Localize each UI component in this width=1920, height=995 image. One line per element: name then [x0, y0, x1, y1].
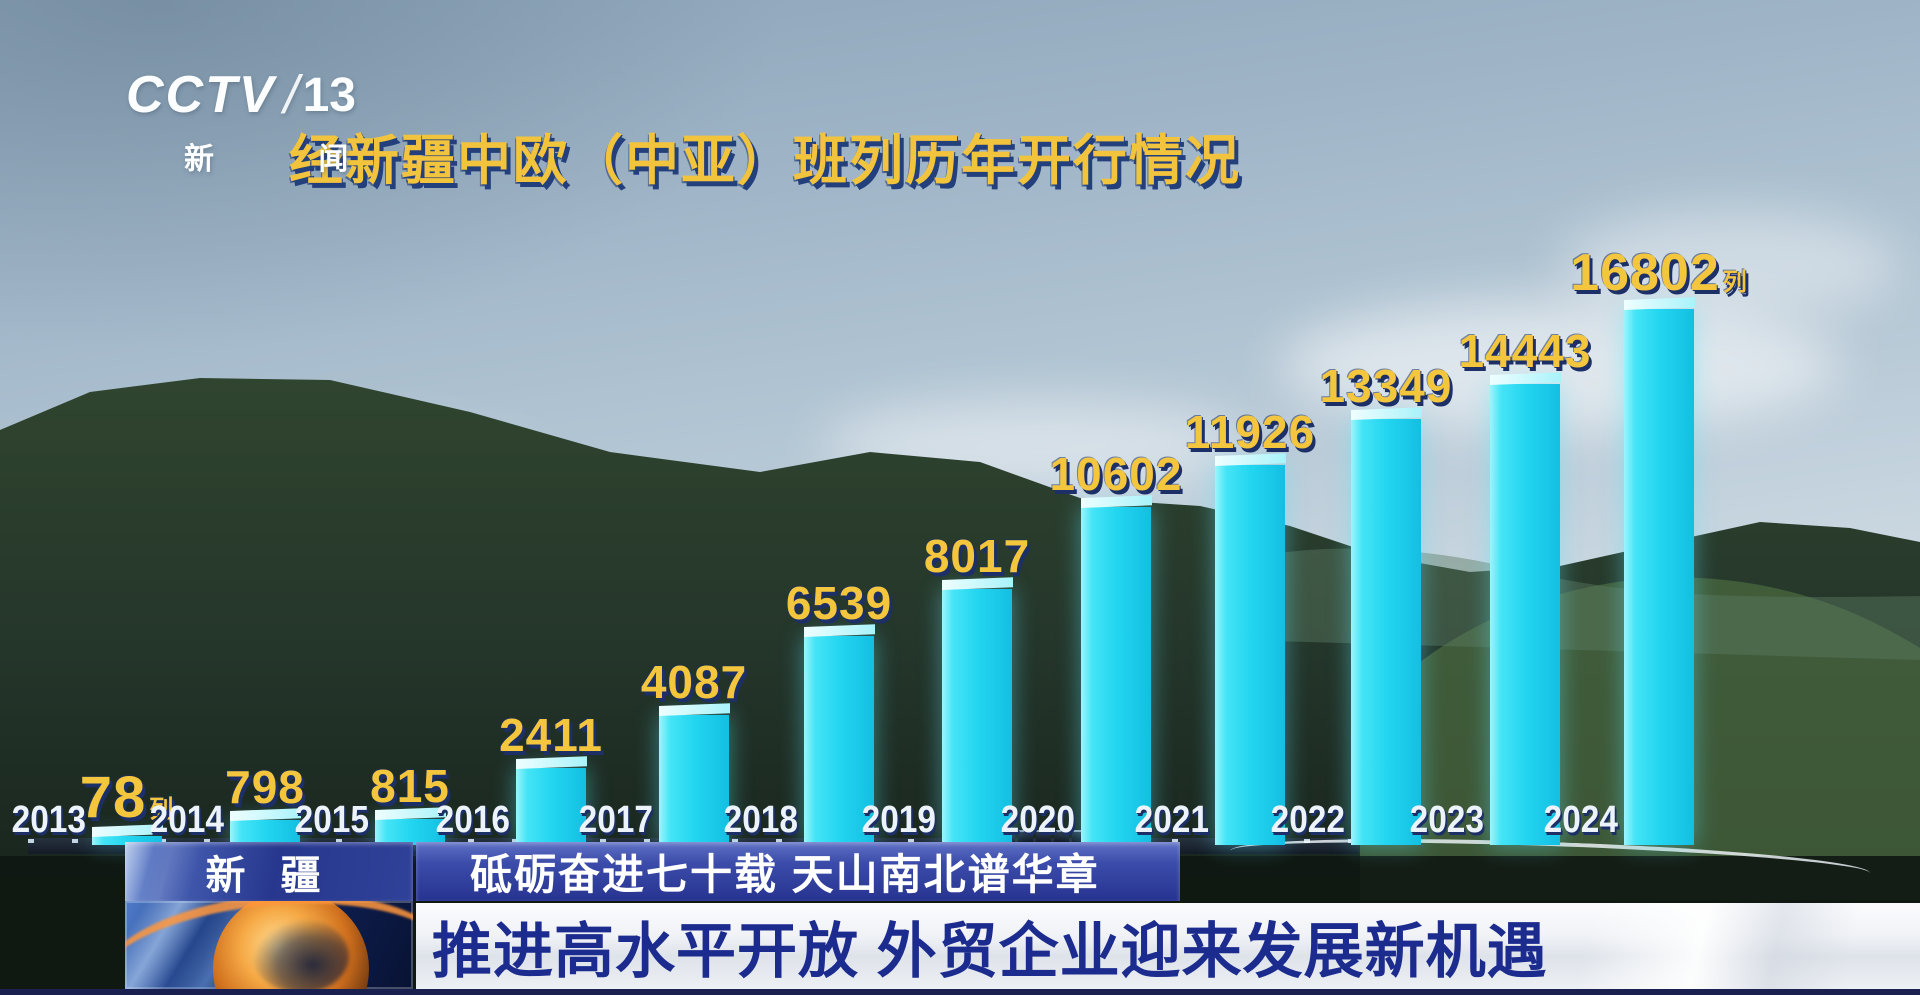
- channel-number: 13: [302, 68, 356, 122]
- bar-value-label: 14443: [1458, 325, 1592, 377]
- bar-value-label: 8017: [923, 530, 1031, 582]
- channel-logo-text: CCTV: [126, 66, 276, 124]
- bar-value-label: 815: [370, 760, 450, 812]
- chart-title: 经新疆中欧（中亚）班列历年开行情况: [289, 131, 1241, 191]
- bar-2022: [1351, 419, 1421, 845]
- bar-2018: [804, 636, 874, 845]
- bar-2015: [375, 819, 445, 845]
- bar-value-label: 10602: [1049, 448, 1183, 500]
- channel-logo-slash: /: [283, 65, 299, 125]
- year-label-2023: 2023: [1409, 799, 1484, 841]
- year-label-2021: 2021: [1134, 799, 1209, 841]
- series-title-strip: 砥砺奋进七十载 天山南北谱华章: [416, 842, 1180, 901]
- globe-graphic: [125, 901, 413, 989]
- series-title-label: 砥砺奋进七十载 天山南北谱华章: [470, 851, 1100, 898]
- bar-2017: [659, 715, 729, 845]
- year-label-2017: 2017: [578, 799, 653, 841]
- bar-value-label: 13349: [1319, 360, 1453, 412]
- bottom-edge-strip: [0, 989, 1920, 995]
- bar-2020: [1081, 507, 1151, 845]
- bar-2024: [1624, 309, 1694, 845]
- bar-value-label: 6539: [785, 577, 893, 629]
- bar-2014: [230, 820, 300, 845]
- bar-2023: [1490, 384, 1560, 845]
- year-label-2019: 2019: [861, 799, 936, 841]
- headline-text: 推进高水平开放 外贸企业迎来发展新机遇: [432, 917, 1548, 985]
- globe-continents: [253, 919, 349, 989]
- bar-2016: [516, 768, 586, 845]
- year-label-2016: 2016: [435, 799, 510, 841]
- year-label-2020: 2020: [1000, 799, 1075, 841]
- bar-2021: [1215, 465, 1285, 845]
- cloud-graphic: [1560, 210, 1900, 320]
- bar-2019: [942, 589, 1012, 845]
- bar-value-label: 798: [225, 761, 305, 813]
- year-label-2024: 2024: [1543, 799, 1618, 841]
- year-label-2018: 2018: [723, 799, 798, 841]
- bar-value-label: 4087: [640, 656, 748, 708]
- year-label-2015: 2015: [294, 799, 369, 841]
- channel-logo: CCTV / 13 新 闻: [126, 64, 396, 178]
- bar-value-label: 2411: [499, 709, 603, 761]
- bar-2013: [92, 836, 162, 845]
- year-label-2014: 2014: [149, 799, 224, 841]
- year-label-2013: 2013: [11, 799, 86, 841]
- region-badge-label: 新 疆: [205, 853, 333, 898]
- headline-bar: 推进高水平开放 外贸企业迎来发展新机遇: [416, 903, 1920, 989]
- bar-value-label: 78 列: [79, 765, 175, 830]
- bar-value-label: 16802 列: [1570, 244, 1748, 302]
- unit-suffix: 列: [149, 796, 175, 823]
- unit-suffix: 列: [1722, 269, 1748, 296]
- channel-subtitle: 新 闻: [184, 143, 397, 176]
- year-label-2022: 2022: [1270, 799, 1345, 841]
- region-badge: 新 疆: [125, 842, 413, 901]
- bar-value-label: 11926: [1184, 406, 1316, 458]
